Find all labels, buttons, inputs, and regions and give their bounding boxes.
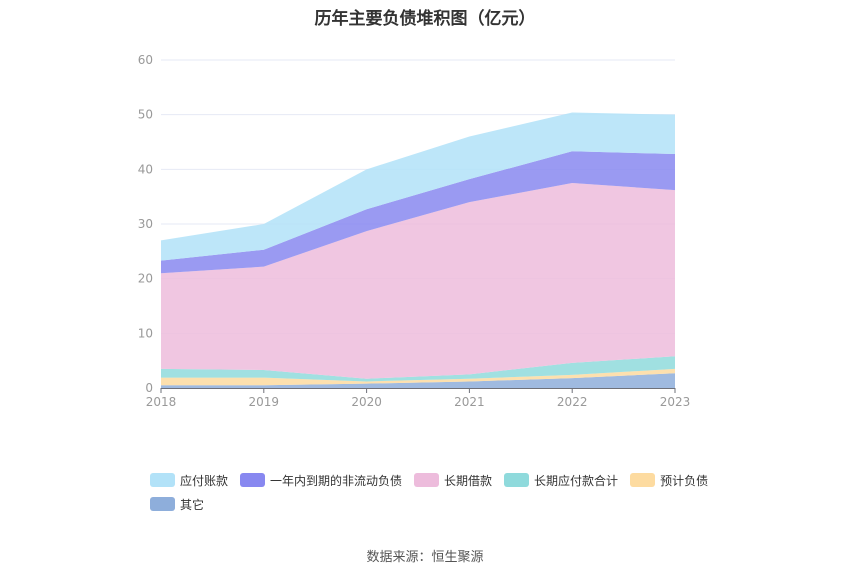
x-tick-label: 2023 [660,395,691,409]
area-1 [161,368,675,386]
x-tick-label: 2022 [557,395,588,409]
legend-item[interactable]: 长期借款 [414,472,492,488]
y-tick-label: 0 [145,381,153,395]
y-tick-label: 60 [138,53,153,67]
legend-swatch [240,473,266,487]
x-tick-label: 2020 [351,395,382,409]
legend-swatch [150,497,175,511]
area-series [161,112,675,388]
legend-item[interactable]: 其它 [150,496,204,512]
stacked-area-chart: 0 10 20 30 40 50 60 2018 2019 2020 2021 2022 2023 [138,53,691,409]
legend-label: 长期应付款合计 [534,473,619,488]
legend-label: 预计负债 [660,473,709,488]
legend-swatch [630,473,656,487]
legend-item[interactable]: 长期应付款合计 [504,472,618,488]
legend-label: 其它 [180,497,205,512]
y-tick-label: 20 [138,272,153,286]
legend-item[interactable]: 一年内到期的非流动负债 [240,472,402,488]
legend-label: 长期借款 [444,473,493,488]
legend-label: 一年内到期的非流动负债 [270,473,403,488]
legend-item[interactable]: 预计负债 [630,472,708,488]
x-tick-label: 2021 [454,395,485,409]
legend-swatch [504,473,530,487]
chart-title: 历年主要负债堆积图（亿元） [314,9,536,29]
area-3 [161,183,675,379]
legend-swatch [414,473,440,487]
data-source: 数据来源：恒生聚源 [366,550,484,565]
area-5 [161,112,675,261]
y-tick-labels: 0 10 20 30 40 50 60 [138,53,153,395]
y-tick-label: 30 [138,217,153,231]
x-tick-labels: 2018 2019 2020 2021 2022 2023 [146,395,691,409]
legend-swatch [150,473,175,487]
legend-label: 应付账款 [180,473,229,488]
area-4 [161,151,675,274]
y-tick-label: 10 [138,326,153,340]
x-tick-label: 2018 [146,395,177,409]
legend: 应付账款 一年内到期的非流动负债 长期借款 长期应付款合计 预计负债其它 [150,472,710,512]
area-0 [161,373,675,388]
axes [160,388,676,393]
legend-item[interactable]: 应付账款 [150,472,228,488]
area-2 [161,356,675,382]
y-tick-label: 50 [138,108,153,122]
y-tick-label: 40 [138,162,153,176]
x-tick-label: 2019 [249,395,280,409]
